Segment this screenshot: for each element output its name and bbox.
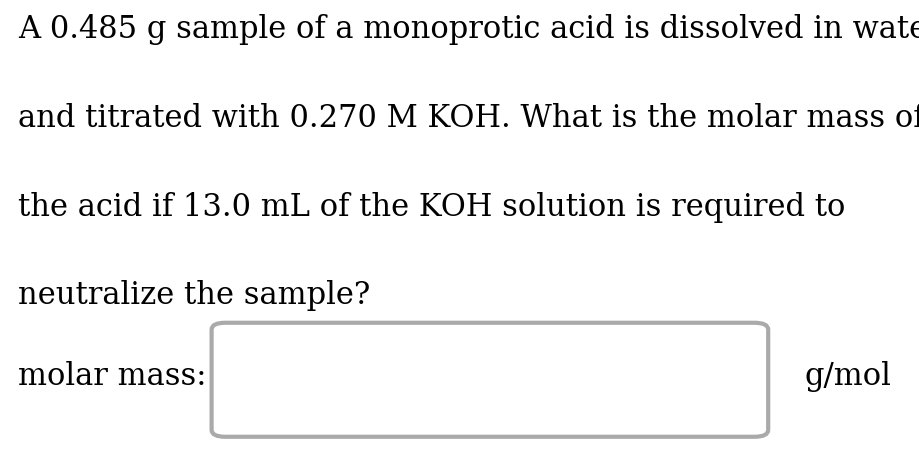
FancyBboxPatch shape bbox=[211, 323, 767, 437]
Text: and titrated with 0.270 M KOH. What is the molar mass of: and titrated with 0.270 M KOH. What is t… bbox=[18, 102, 919, 133]
Text: g/mol: g/mol bbox=[804, 360, 891, 391]
Text: A 0.485 g sample of a monoprotic acid is dissolved in water: A 0.485 g sample of a monoprotic acid is… bbox=[18, 14, 919, 45]
Text: neutralize the sample?: neutralize the sample? bbox=[18, 280, 370, 311]
Text: molar mass:: molar mass: bbox=[18, 360, 207, 391]
Text: the acid if 13.0 mL of the KOH solution is required to: the acid if 13.0 mL of the KOH solution … bbox=[18, 191, 845, 222]
